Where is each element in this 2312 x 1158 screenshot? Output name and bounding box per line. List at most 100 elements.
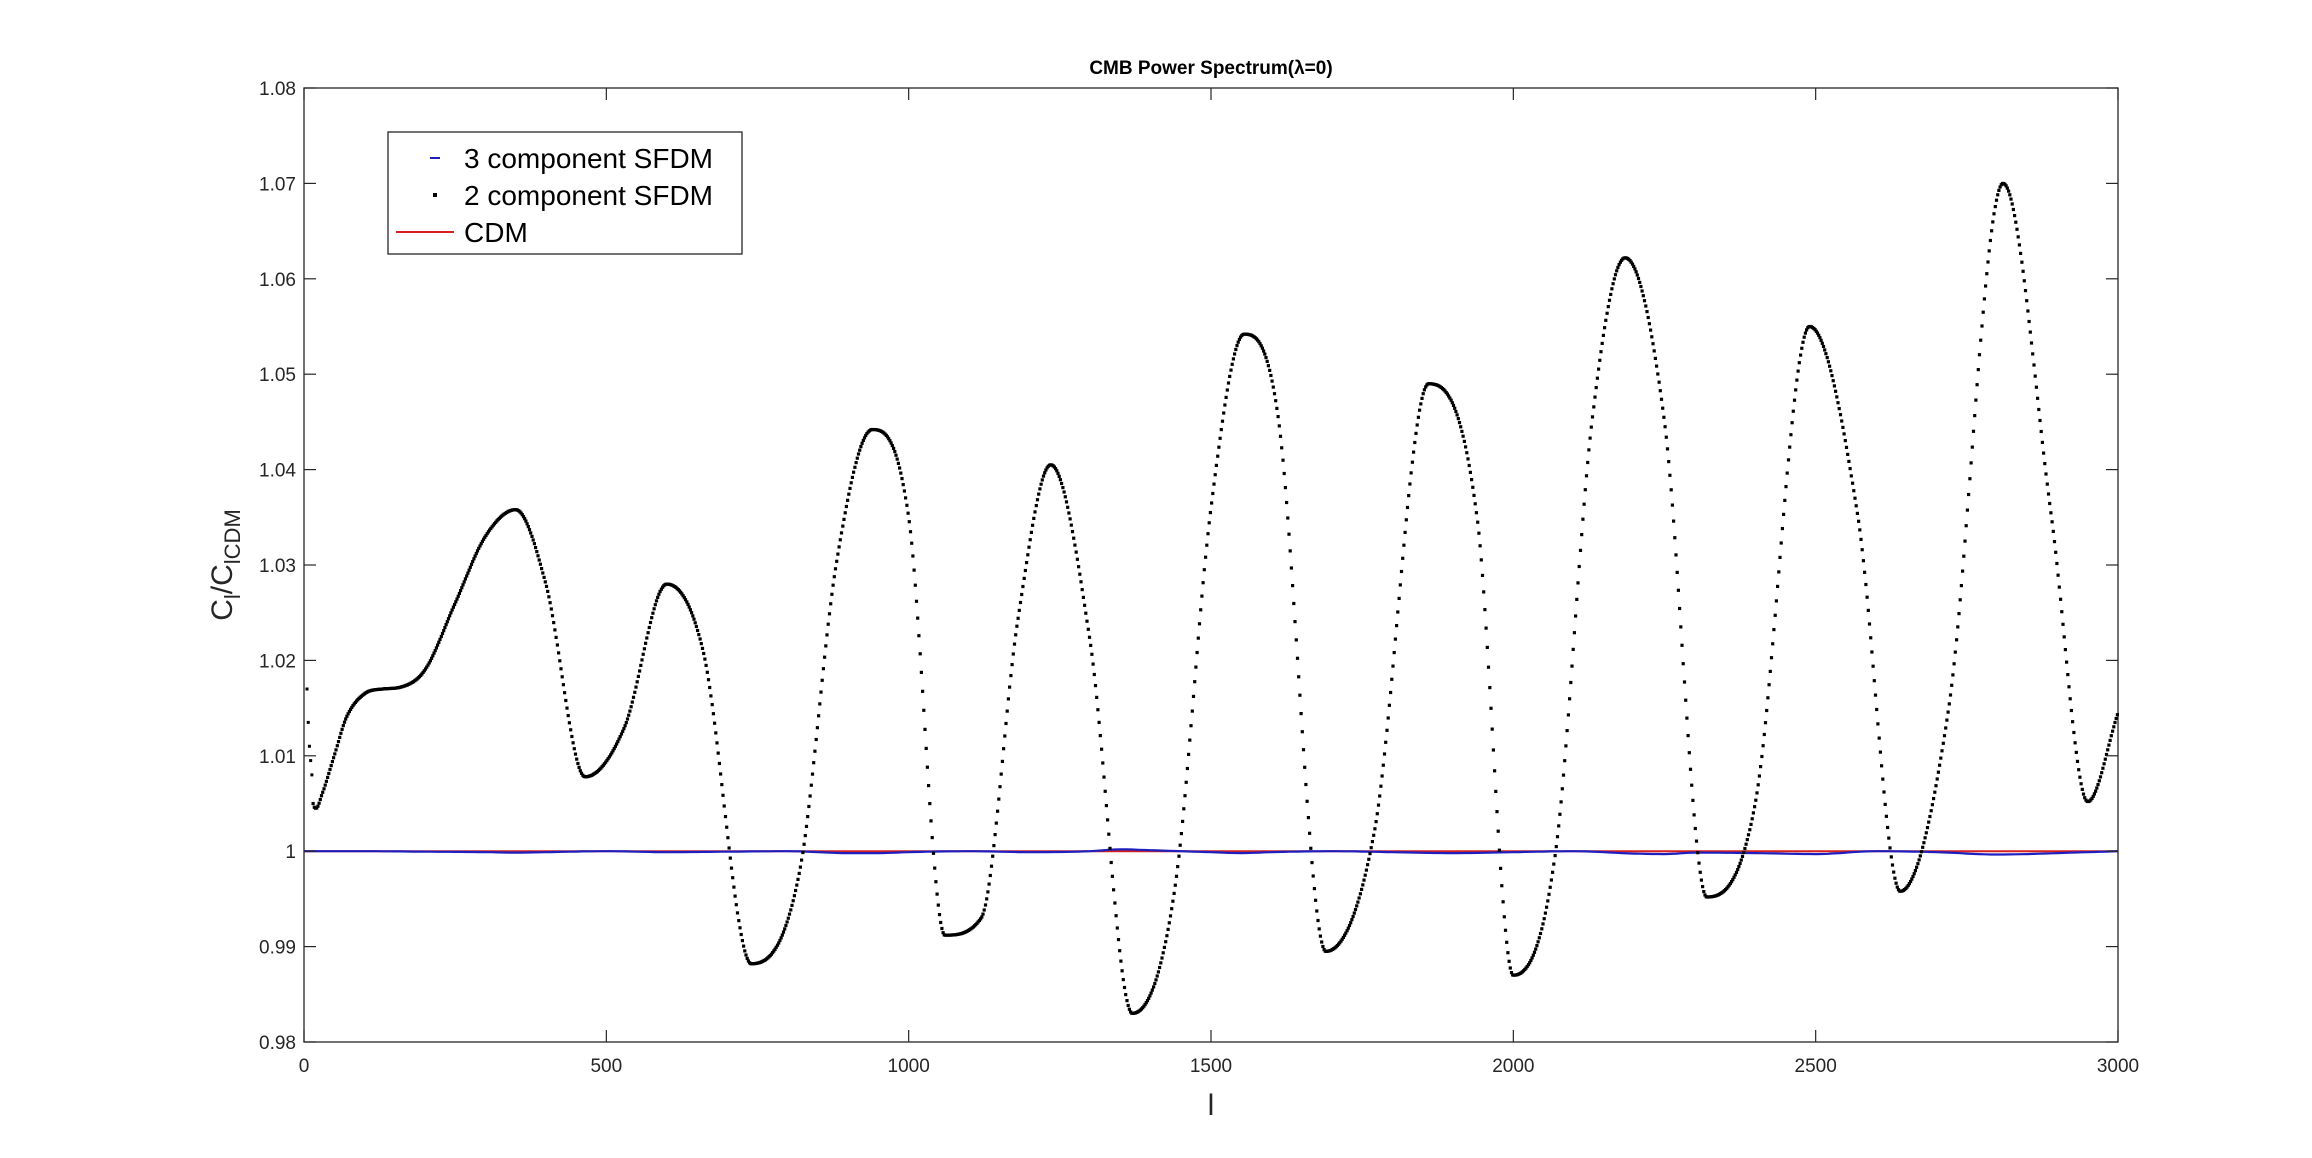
series-2-component-sfdm-point	[328, 767, 332, 772]
series-2-component-sfdm-point	[1041, 474, 1046, 478]
series-2-component-sfdm-point	[1418, 408, 1422, 412]
series-2-component-sfdm-point	[1098, 734, 1102, 738]
series-2-component-sfdm-point	[1694, 839, 1699, 843]
series-2-component-sfdm-point	[1946, 710, 1950, 714]
series-2-component-sfdm-point	[1572, 631, 1576, 635]
series-2-component-sfdm-point	[338, 735, 342, 739]
series-2-component-sfdm-point	[1462, 439, 1466, 443]
series-2-component-sfdm-point	[1530, 956, 1534, 960]
series-2-component-sfdm-point	[1471, 485, 1475, 489]
series-2-component-sfdm-point	[1865, 595, 1869, 599]
series-2-component-sfdm-point	[979, 917, 983, 921]
series-2-component-sfdm-point	[789, 908, 793, 912]
series-2-component-sfdm-point	[1349, 921, 1353, 925]
series-2-component-sfdm-point	[720, 783, 724, 787]
series-2-component-sfdm-point	[1087, 635, 1092, 639]
series-2-component-sfdm-point	[1956, 625, 1960, 629]
series-2-component-sfdm-point	[473, 554, 477, 558]
series-2-component-sfdm-point	[604, 760, 608, 764]
series-2-component-sfdm-point	[316, 804, 320, 808]
series-2-component-sfdm-point	[1183, 794, 1187, 798]
series-2-component-sfdm-point	[1032, 516, 1036, 520]
series-2-component-sfdm-point	[2033, 374, 2037, 378]
series-2-component-sfdm-point	[1018, 600, 1023, 605]
series-2-component-sfdm-point	[2021, 269, 2025, 273]
series-2-component-sfdm-point	[2009, 197, 2013, 201]
series-2-component-sfdm-point	[817, 714, 821, 718]
series-2-component-sfdm-point	[442, 629, 446, 633]
series-2-component-sfdm-point	[646, 631, 650, 635]
series-2-component-sfdm-point	[2059, 597, 2063, 601]
series-2-component-sfdm-point	[1603, 326, 1607, 330]
series-2-component-sfdm-point	[1312, 887, 1316, 891]
series-2-component-sfdm-point	[566, 714, 570, 718]
series-2-component-sfdm-point	[1270, 379, 1274, 383]
y-tick-label: 1.06	[259, 270, 296, 291]
series-2-component-sfdm-point	[2065, 660, 2069, 664]
series-2-component-sfdm-point	[1922, 841, 1926, 845]
series-2-component-sfdm-point	[1037, 492, 1041, 496]
series-2-component-sfdm-point	[311, 801, 315, 806]
series-2-component-sfdm-point	[1164, 940, 1168, 944]
series-2-component-sfdm-point	[1629, 260, 1633, 264]
series-2-component-sfdm-point	[611, 749, 615, 753]
series-2-component-sfdm-point	[317, 801, 321, 805]
series-2-component-sfdm-point	[565, 706, 569, 710]
series-2-component-sfdm-point	[898, 466, 902, 470]
series-2-component-sfdm-point	[550, 614, 555, 618]
series-2-component-sfdm-point	[1928, 814, 1932, 819]
series-2-component-sfdm-point	[1796, 369, 1800, 373]
series-2-component-sfdm-point	[913, 583, 917, 587]
series-2-component-sfdm-point	[1387, 703, 1391, 707]
series-2-component-sfdm-point	[742, 944, 746, 948]
series-2-component-sfdm-point	[2042, 451, 2046, 455]
series-2-component-sfdm-point	[1765, 708, 1769, 713]
series-2-component-sfdm-point	[324, 779, 328, 783]
series-2-component-sfdm-point	[1607, 298, 1612, 302]
series-2-component-sfdm-point	[1357, 896, 1361, 900]
series-2-component-sfdm-point	[569, 728, 573, 732]
series-2-component-sfdm-point	[658, 589, 662, 594]
series-2-component-sfdm-point	[1202, 568, 1206, 572]
series-2-component-sfdm-point	[1836, 401, 1840, 405]
series-2-component-sfdm-point	[1604, 318, 1608, 322]
series-2-component-sfdm-point	[432, 651, 436, 655]
series-2-component-sfdm-point	[1853, 496, 1857, 500]
series-2-component-sfdm-point	[1152, 985, 1156, 989]
series-2-component-sfdm-point	[796, 877, 800, 881]
series-2-component-sfdm-point	[734, 903, 738, 907]
series-2-component-sfdm-point	[1546, 899, 1550, 903]
series-2-component-sfdm-point	[1501, 900, 1505, 904]
series-2-component-sfdm-point	[1662, 415, 1666, 419]
series-2-component-sfdm-point	[1062, 490, 1066, 494]
series-2-component-sfdm-point	[1655, 364, 1659, 368]
series-2-component-sfdm-point	[685, 600, 689, 604]
series-2-component-sfdm-point	[746, 959, 750, 963]
series-2-component-sfdm-point	[465, 574, 469, 578]
series-2-component-sfdm-point	[1586, 460, 1590, 465]
series-2-component-sfdm-point	[733, 894, 737, 898]
series-2-component-sfdm-point	[1582, 502, 1586, 506]
series-2-component-sfdm-point	[1384, 740, 1388, 744]
series-2-component-sfdm-point	[1912, 872, 1916, 876]
series-2-component-sfdm-point	[1201, 581, 1205, 585]
series-2-component-sfdm-point	[1919, 850, 1924, 854]
series-2-component-sfdm-point	[997, 797, 1001, 801]
series-2-component-sfdm-point	[2057, 585, 2061, 589]
series-2-component-sfdm-point	[1849, 474, 1853, 478]
series-2-component-sfdm-point	[1096, 708, 1100, 712]
series-2-component-sfdm-point	[1320, 940, 1324, 944]
series-2-component-sfdm-point	[543, 580, 547, 584]
series-2-component-sfdm-point	[1496, 829, 1500, 833]
series-2-component-sfdm-point	[706, 678, 711, 682]
series-2-component-sfdm-point	[1189, 724, 1193, 728]
series-2-component-sfdm-point	[1611, 282, 1615, 286]
series-2-component-sfdm-point	[1078, 572, 1082, 576]
series-2-component-sfdm-point	[1508, 966, 1512, 970]
series-2-component-sfdm-point	[2074, 750, 2078, 754]
series-2-component-sfdm-point	[786, 916, 790, 920]
series-2-component-sfdm-point	[1825, 356, 1829, 360]
series-2-component-sfdm-point	[1039, 482, 1043, 486]
series-2-component-sfdm-point	[846, 498, 850, 502]
